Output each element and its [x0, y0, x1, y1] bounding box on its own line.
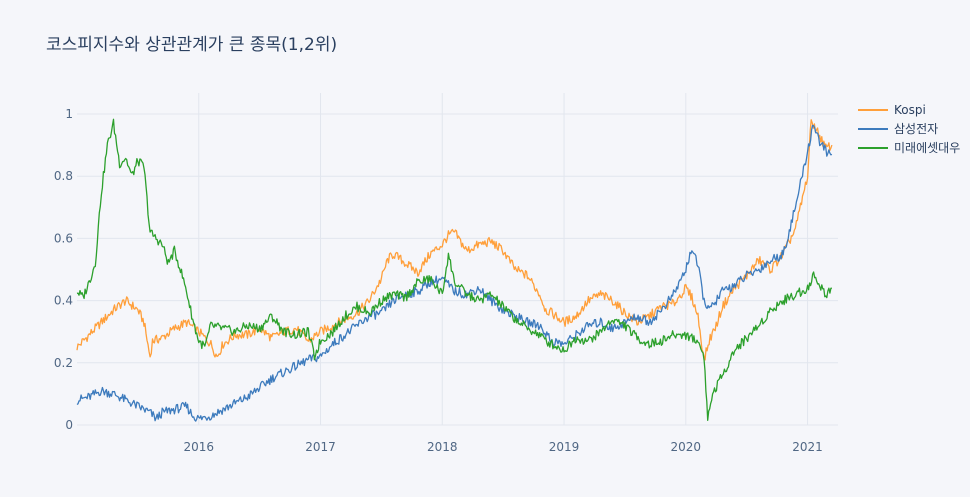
legend-item-0[interactable]: Kospi: [858, 103, 926, 117]
y-tick-label: 0.4: [54, 294, 73, 308]
x-tick-label: 2016: [183, 440, 214, 454]
legend-label: 미래에셋대우: [894, 141, 960, 155]
legend-label: 삼성전자: [894, 122, 938, 136]
x-tick-label: 2021: [792, 440, 823, 454]
plot-area: [77, 93, 838, 433]
y-tick-label: 1: [65, 107, 73, 121]
chart-title: 코스피지수와 상관관계가 큰 종목(1,2위): [46, 35, 338, 55]
series-layer: [76, 118, 833, 422]
legend-label: Kospi: [894, 103, 926, 117]
y-tick-label: 0.8: [54, 169, 73, 183]
x-tick-label: 2018: [427, 440, 458, 454]
y-tick-label: 0.2: [54, 356, 73, 370]
x-tick-label: 2017: [305, 440, 336, 454]
series-line-2[interactable]: [76, 118, 832, 421]
legend-item-2[interactable]: 미래에셋대우: [858, 141, 960, 155]
legend-item-1[interactable]: 삼성전자: [858, 122, 938, 136]
series-line-1[interactable]: [76, 124, 833, 422]
y-tick-label: 0.6: [54, 231, 73, 245]
y-tick-label: 0: [65, 418, 73, 432]
x-tick-label: 2020: [671, 440, 702, 454]
x-tick-label: 2019: [549, 440, 580, 454]
series-line-0[interactable]: [76, 119, 833, 361]
axis-layer: 0 0.2 0.4 0.6 0.8 1 2016 2017 2018 2019 2020 2021: [54, 107, 823, 454]
